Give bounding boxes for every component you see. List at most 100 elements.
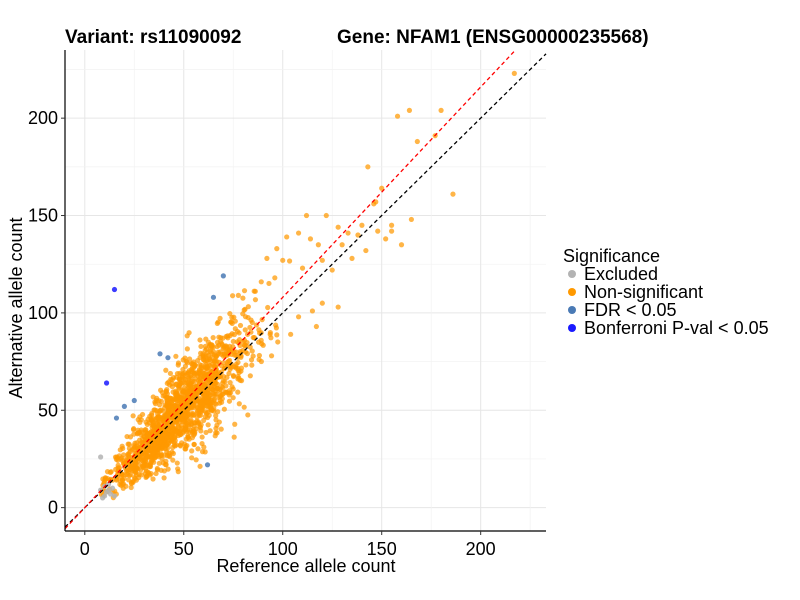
point-non-significant <box>189 382 195 388</box>
point-non-significant <box>206 373 213 380</box>
point-non-significant <box>218 335 224 341</box>
point-non-significant <box>158 398 165 405</box>
point-non-significant <box>167 370 174 377</box>
point-non-significant <box>183 380 190 386</box>
point-non-significant <box>189 455 195 461</box>
point-non-significant <box>164 380 170 386</box>
x-tick-label: 0 <box>80 539 90 559</box>
point-non-significant <box>231 349 237 355</box>
point-non-significant <box>181 376 187 382</box>
point-non-significant <box>272 275 278 281</box>
point-non-significant <box>345 230 351 236</box>
point-non-significant <box>208 408 214 414</box>
point-non-significant <box>164 411 171 417</box>
point-non-significant <box>224 347 231 353</box>
legend-label: Excluded <box>584 264 658 284</box>
point-fdr-0-05 <box>210 294 217 300</box>
axes: 0 50 100 150 200 0 50 100 150 200 <box>28 50 546 559</box>
point-non-significant <box>104 469 111 475</box>
point-non-significant <box>208 385 214 391</box>
point-non-significant <box>121 452 127 458</box>
point-non-significant <box>100 476 106 482</box>
point-non-significant <box>143 457 149 463</box>
point-non-significant <box>157 435 163 441</box>
point-excluded <box>107 491 114 497</box>
point-non-significant <box>204 404 211 410</box>
point-non-significant <box>202 414 208 420</box>
point-non-significant <box>208 368 214 374</box>
point-non-significant <box>191 441 197 447</box>
point-non-significant <box>200 351 206 357</box>
point-fdr-0-05 <box>157 351 163 357</box>
point-non-significant <box>148 415 154 422</box>
point-non-significant <box>164 442 170 448</box>
point-non-significant <box>249 319 255 326</box>
point-non-significant <box>183 413 189 419</box>
point-non-significant <box>183 395 189 401</box>
point-non-significant <box>186 436 192 442</box>
point-non-significant <box>375 228 381 234</box>
point-non-significant <box>189 368 195 374</box>
point-non-significant <box>165 466 171 472</box>
point-non-significant <box>280 257 286 263</box>
point-non-significant <box>323 212 329 219</box>
point-non-significant <box>191 372 197 378</box>
x-tick-label: 50 <box>174 539 194 559</box>
point-non-significant <box>203 429 209 436</box>
point-non-significant <box>201 444 207 450</box>
point-non-significant <box>173 353 179 359</box>
point-non-significant <box>128 484 134 491</box>
point-non-significant <box>329 267 335 273</box>
y-tick-label: 150 <box>28 206 58 226</box>
point-non-significant <box>180 388 186 395</box>
point-non-significant <box>231 314 237 320</box>
point-non-significant <box>222 389 228 395</box>
point-non-significant <box>160 419 166 425</box>
point-non-significant <box>274 332 280 338</box>
point-non-significant <box>284 234 290 240</box>
point-non-significant <box>125 469 131 475</box>
point-non-significant <box>313 323 319 330</box>
point-non-significant <box>218 392 224 399</box>
point-non-significant <box>237 322 244 329</box>
point-non-significant <box>217 374 224 380</box>
point-non-significant <box>406 107 413 113</box>
legend-label: Non-significant <box>584 282 703 302</box>
point-non-significant <box>394 113 401 119</box>
point-non-significant <box>158 407 164 413</box>
point-non-significant <box>147 463 153 469</box>
point-non-significant <box>242 327 248 333</box>
point-non-significant <box>197 463 203 469</box>
point-non-significant <box>214 343 220 350</box>
point-non-significant <box>264 255 270 261</box>
point-non-significant <box>154 424 160 430</box>
point-non-significant <box>153 397 160 404</box>
point-non-significant <box>222 378 228 385</box>
point-non-significant <box>236 401 242 407</box>
reference-lines <box>64 49 547 530</box>
point-fdr-0-05 <box>220 273 226 279</box>
point-non-significant <box>235 292 241 298</box>
point-non-significant <box>151 407 157 413</box>
point-non-significant <box>188 420 194 426</box>
legend: Significance ExcludedNon-significantFDR … <box>563 246 769 338</box>
point-non-significant <box>268 353 275 359</box>
point-non-significant <box>383 236 389 242</box>
x-tick-label: 100 <box>268 539 298 559</box>
point-non-significant <box>307 236 314 242</box>
point-non-significant <box>249 362 255 368</box>
point-non-significant <box>118 482 124 489</box>
point-non-significant <box>130 413 136 419</box>
point-non-significant <box>182 363 189 369</box>
point-non-significant <box>230 395 236 401</box>
point-non-significant <box>158 467 164 473</box>
point-non-significant <box>231 364 237 370</box>
point-non-significant <box>144 453 150 459</box>
point-non-significant <box>175 362 181 368</box>
point-non-significant <box>113 466 119 472</box>
point-non-significant <box>202 449 208 455</box>
point-non-significant <box>191 412 197 418</box>
point-fdr-0-05 <box>113 415 120 421</box>
point-non-significant <box>199 434 205 440</box>
